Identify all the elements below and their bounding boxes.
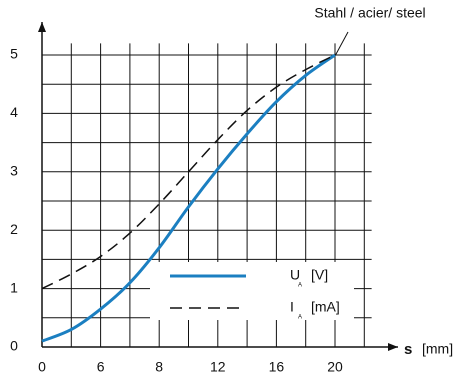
legend-unit: [V] bbox=[311, 267, 328, 283]
annotation-leader bbox=[334, 31, 349, 57]
y-tick-label: 5 bbox=[10, 46, 18, 62]
x-tick-label: 0 bbox=[38, 359, 46, 375]
x-tick-label: 16 bbox=[269, 359, 285, 375]
x-tick-label: 12 bbox=[210, 359, 226, 375]
y-tick-label: 1 bbox=[10, 279, 18, 295]
x-tick-label: 20 bbox=[327, 359, 343, 375]
legend-subscript: A bbox=[298, 315, 302, 321]
x-tick-label: 6 bbox=[97, 359, 105, 375]
x-axis-label: s bbox=[404, 341, 412, 358]
y-tick-label: 4 bbox=[10, 104, 18, 120]
legend-subscript: A bbox=[298, 283, 302, 289]
legend-unit: [mA] bbox=[311, 299, 340, 315]
legend-label: I bbox=[290, 299, 294, 315]
legend-box bbox=[150, 262, 354, 320]
series-line bbox=[41, 53, 336, 343]
y-tick-label: 0 bbox=[10, 338, 18, 354]
x-axis-unit: [mm] bbox=[422, 341, 453, 357]
x-tick-label: 8 bbox=[155, 359, 163, 375]
annotation: Stahl / acier/ steel bbox=[314, 5, 425, 21]
y-tick-label: 2 bbox=[10, 221, 18, 237]
y-tick-label: 3 bbox=[10, 163, 18, 179]
legend-label: U bbox=[290, 267, 300, 283]
